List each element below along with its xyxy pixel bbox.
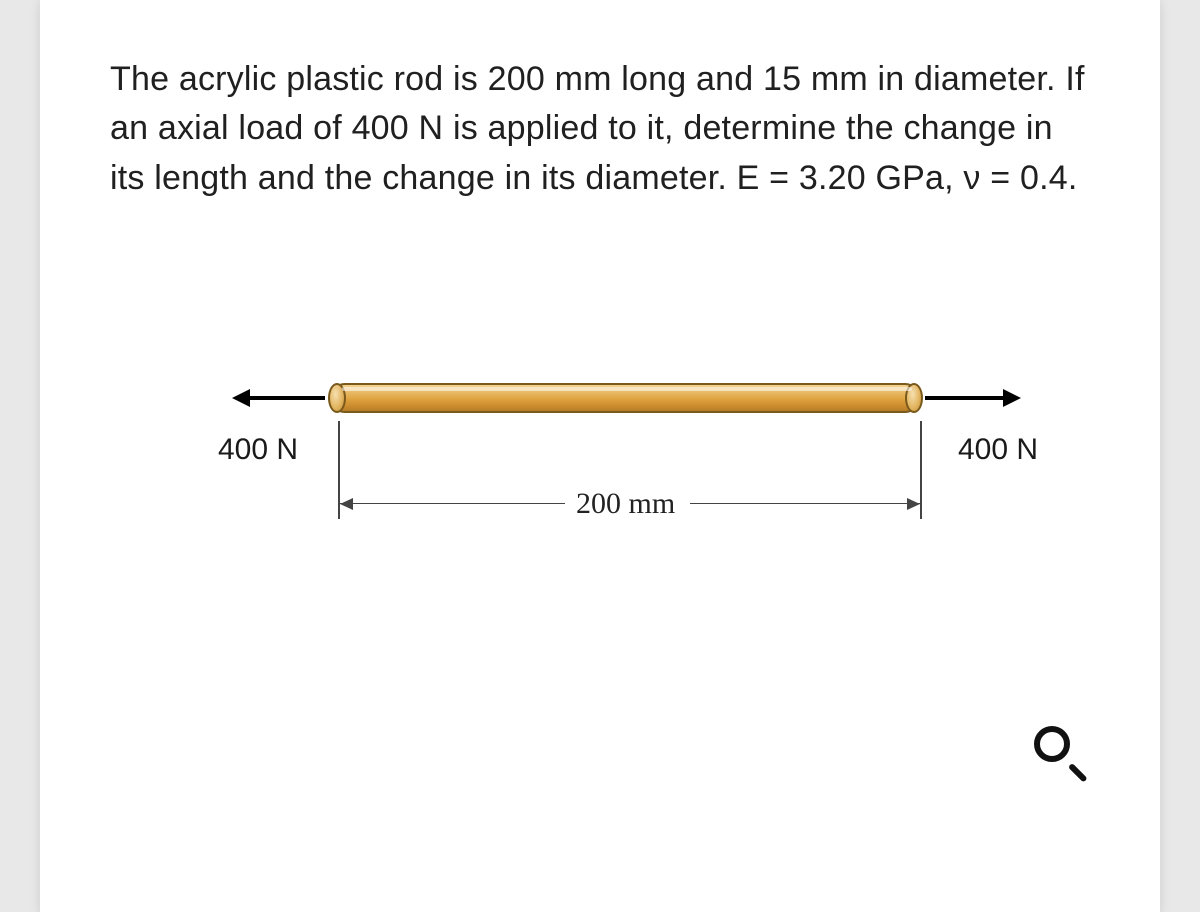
force-right-shaft [925,396,1005,400]
force-right-label: 400 N [958,433,1038,467]
force-right-arrowhead [1003,389,1021,407]
dimension-arrow-right [907,498,920,510]
dimension-line-left [340,503,565,505]
problem-statement: The acrylic plastic rod is 200 mm long a… [110,55,1090,203]
dimension-length-label: 200 mm [570,487,681,521]
rod-figure: 400 N 400 N 200 mm [110,363,1090,783]
magnifier-lens-icon [1034,726,1070,762]
dimension-extension-right [920,421,922,519]
rod-highlight [342,387,912,391]
force-left-label: 400 N [218,433,298,467]
problem-card: The acrylic plastic rod is 200 mm long a… [40,0,1160,912]
force-left-shaft [245,396,325,400]
zoom-icon[interactable] [1034,726,1070,762]
dimension-line-right [690,503,920,505]
